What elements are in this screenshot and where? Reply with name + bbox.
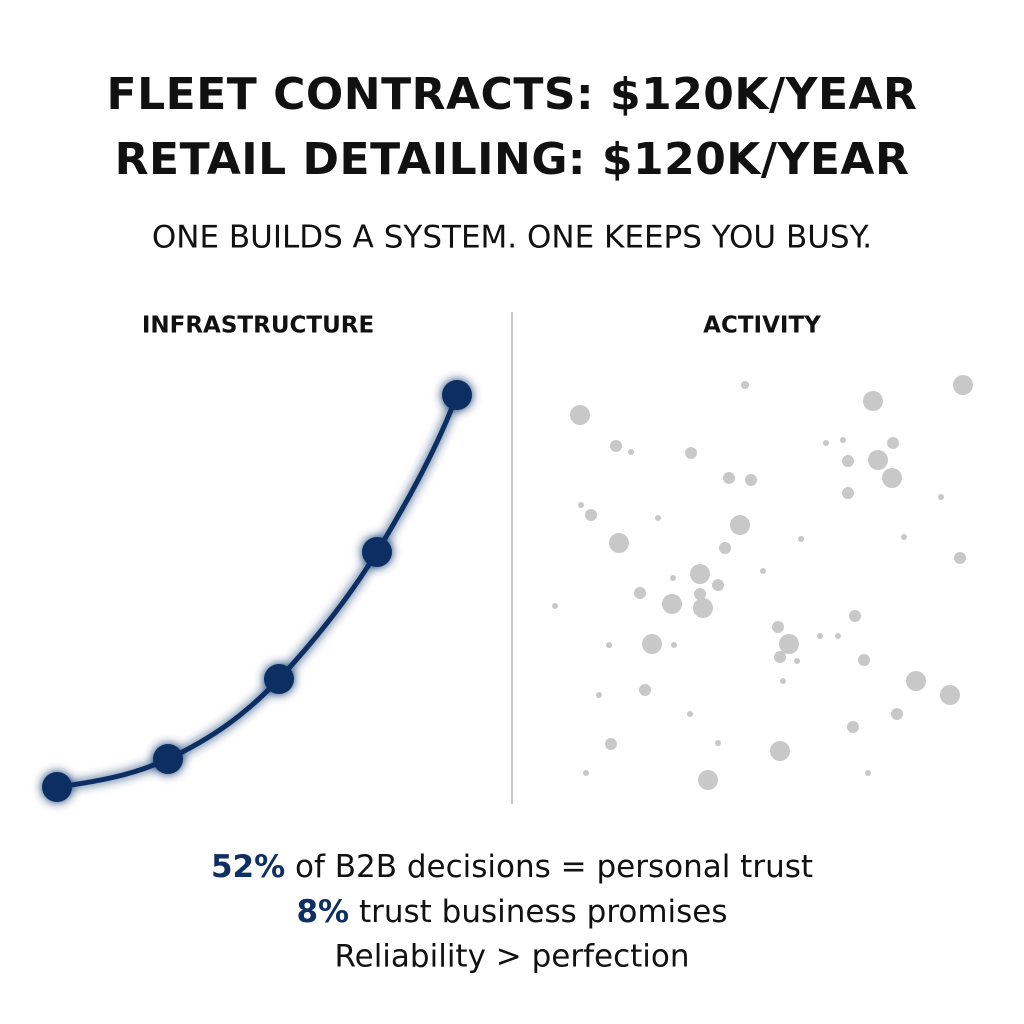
scatter-dot <box>817 633 823 639</box>
scatter-dot <box>823 440 829 446</box>
scatter-dot <box>671 642 677 648</box>
scatter-dot <box>693 598 713 618</box>
scatter-dot <box>863 391 883 411</box>
scatter-dot <box>719 542 731 554</box>
scatter-dot <box>798 536 804 542</box>
subtitle: ONE BUILDS A SYSTEM. ONE KEEPS YOU BUSY. <box>152 220 872 256</box>
stat-text: trust business promises <box>349 894 727 930</box>
scatter-dot <box>858 654 870 666</box>
scatter-dot <box>842 487 854 499</box>
scatter-dot <box>583 770 589 776</box>
scatter-dot <box>953 375 973 395</box>
scatter-dot <box>868 450 888 470</box>
scatter-dot <box>639 684 651 696</box>
scatter-dot <box>745 474 757 486</box>
stat-text: of B2B decisions = personal trust <box>285 849 813 885</box>
scatter-dot <box>642 634 662 654</box>
scatter-dot <box>901 534 907 540</box>
stat-line: Reliability > perfection <box>334 939 689 975</box>
scatter-dot <box>891 708 903 720</box>
scatter-dot <box>605 738 617 750</box>
stat-line: 52% of B2B decisions = personal trust <box>211 849 813 885</box>
curve-node <box>153 744 183 774</box>
scatter-dot <box>606 642 612 648</box>
scatter-dot <box>882 468 902 488</box>
scatter-dot <box>741 381 749 389</box>
scatter-dot <box>938 494 944 500</box>
scatter-dot <box>842 455 854 467</box>
scatter-dot <box>634 587 646 599</box>
scatter-dot <box>670 575 676 581</box>
scatter-dot <box>685 447 697 459</box>
title-line: RETAIL DETAILING: $120K/YEAR <box>115 134 910 185</box>
scatter-dots <box>552 375 973 790</box>
scatter-dot <box>847 721 859 733</box>
title-line: FLEET CONTRACTS: $120K/YEAR <box>107 69 918 120</box>
stat-line: 8% trust business promises <box>296 894 727 930</box>
scatter-dot <box>940 685 960 705</box>
scatter-dot <box>835 633 841 639</box>
scatter-dot <box>840 437 846 443</box>
panel-label: INFRASTRUCTURE <box>142 313 374 339</box>
scatter-dot <box>690 564 710 584</box>
scatter-dot <box>596 692 602 698</box>
scatter-dot <box>655 515 661 521</box>
scatter-dot <box>772 621 784 633</box>
stat-highlight: 52% <box>211 849 285 885</box>
scatter-dot <box>774 651 786 663</box>
scatter-dot <box>628 449 634 455</box>
scatter-dot <box>779 634 799 654</box>
scatter-dot <box>570 405 590 425</box>
scatter-dot <box>585 509 597 521</box>
curve-node <box>442 380 472 410</box>
scatter-dot <box>730 515 750 535</box>
growth-curve <box>42 380 472 802</box>
curve-node <box>362 537 392 567</box>
scatter-dot <box>610 440 622 452</box>
scatter-dot <box>698 770 718 790</box>
stat-highlight: 8% <box>296 894 349 930</box>
scatter-dot <box>906 671 926 691</box>
scatter-dot <box>760 568 766 574</box>
curve-node <box>264 664 294 694</box>
scatter-dot <box>662 594 682 614</box>
panel-label: ACTIVITY <box>703 313 821 339</box>
scatter-dot <box>887 437 899 449</box>
scatter-dot <box>552 603 558 609</box>
scatter-dot <box>715 740 721 746</box>
scatter-dot <box>780 678 786 684</box>
curve-node <box>42 772 72 802</box>
scatter-dot <box>687 711 693 717</box>
scatter-dot <box>794 658 800 664</box>
scatter-dot <box>865 770 871 776</box>
scatter-dot <box>578 502 584 508</box>
scatter-dot <box>954 552 966 564</box>
scatter-dot <box>770 741 790 761</box>
scatter-dot <box>712 579 724 591</box>
scatter-dot <box>694 588 706 600</box>
scatter-dot <box>723 472 735 484</box>
scatter-dot <box>609 533 629 553</box>
scatter-dot <box>849 610 861 622</box>
